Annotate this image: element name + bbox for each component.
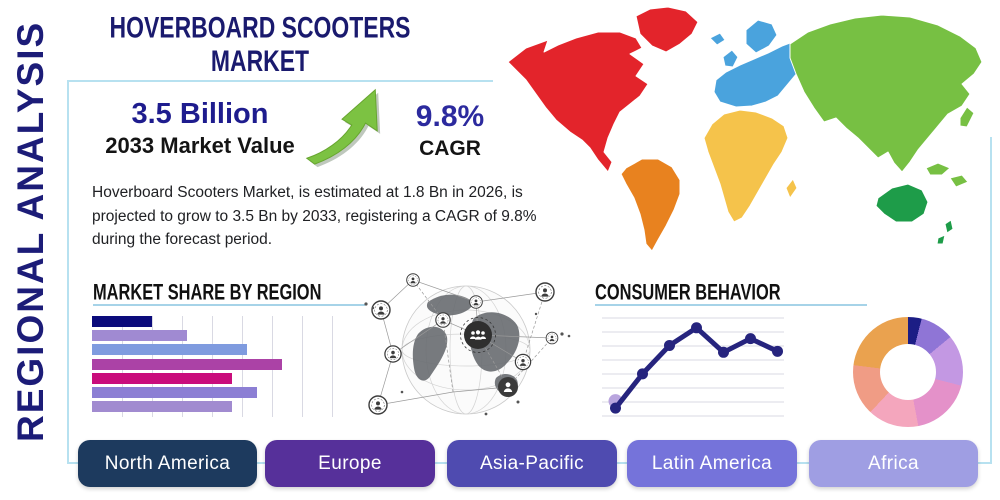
description-line: projected to grow to 3.5 Bn by 2033, reg… xyxy=(92,207,537,225)
bar-chart-gridline xyxy=(302,316,303,417)
cagr-stat: 9.8% xyxy=(415,100,485,133)
map-north-america xyxy=(507,31,649,173)
bar-row xyxy=(92,372,352,384)
bar-row xyxy=(92,401,352,413)
world-map-image xyxy=(507,6,983,252)
map-asia xyxy=(789,14,983,173)
globe-network-image xyxy=(364,273,571,416)
bar-segment xyxy=(92,386,257,398)
map-africa xyxy=(703,109,789,223)
bar-segment xyxy=(92,344,247,356)
bar-row xyxy=(92,386,352,398)
bar-segment xyxy=(92,401,232,413)
region-button-europe[interactable]: Europe xyxy=(265,440,435,487)
consumer-behavior-line-chart xyxy=(602,317,784,417)
bar-segment xyxy=(92,330,187,342)
region-button-latin-america[interactable]: Latin America xyxy=(627,440,797,487)
panel-border-right xyxy=(990,137,992,464)
bar-chart-gridline xyxy=(332,316,333,417)
market-share-bar-chart xyxy=(92,316,352,417)
bar-row xyxy=(92,316,352,327)
consumer-behavior-heading: CONSUMER BEHAVIOR xyxy=(595,280,781,306)
donut-hole xyxy=(880,344,936,400)
map-south-america xyxy=(620,158,681,252)
region-button-asia-pacific[interactable]: Asia-Pacific xyxy=(447,440,617,487)
market-share-underline xyxy=(93,304,365,306)
cagr-label: CAGR xyxy=(419,137,481,160)
side-label-regional-analysis: REGIONAL ANALYSIS xyxy=(10,20,51,442)
bar-row xyxy=(92,330,352,342)
donut-chart xyxy=(853,317,963,427)
description-line: during the forecast period. xyxy=(92,231,273,249)
panel-border-left xyxy=(67,80,69,464)
page-title: HOVERBOARD SCOOTERS MARKET xyxy=(109,11,411,78)
growth-arrow-icon xyxy=(305,88,381,168)
map-australia xyxy=(875,183,929,223)
consumer-behavior-underline xyxy=(595,304,867,306)
region-button-africa[interactable]: Africa xyxy=(809,440,978,487)
bar-segment xyxy=(92,372,232,384)
description-text: Hoverboard Scooters Market, is estimated… xyxy=(92,181,602,252)
market-share-heading: MARKET SHARE BY REGION xyxy=(93,280,322,306)
bar-segment xyxy=(92,316,152,327)
panel-border-top xyxy=(67,80,493,82)
region-button-north-america[interactable]: North America xyxy=(78,440,257,487)
bar-row xyxy=(92,344,352,356)
description-line: Hoverboard Scooters Market, is estimated… xyxy=(92,184,523,201)
bar-row xyxy=(92,358,352,370)
market-value-stat: 3.5 Billion xyxy=(131,98,269,130)
market-value-label: 2033 Market Value xyxy=(105,133,295,158)
bar-segment xyxy=(92,358,282,370)
